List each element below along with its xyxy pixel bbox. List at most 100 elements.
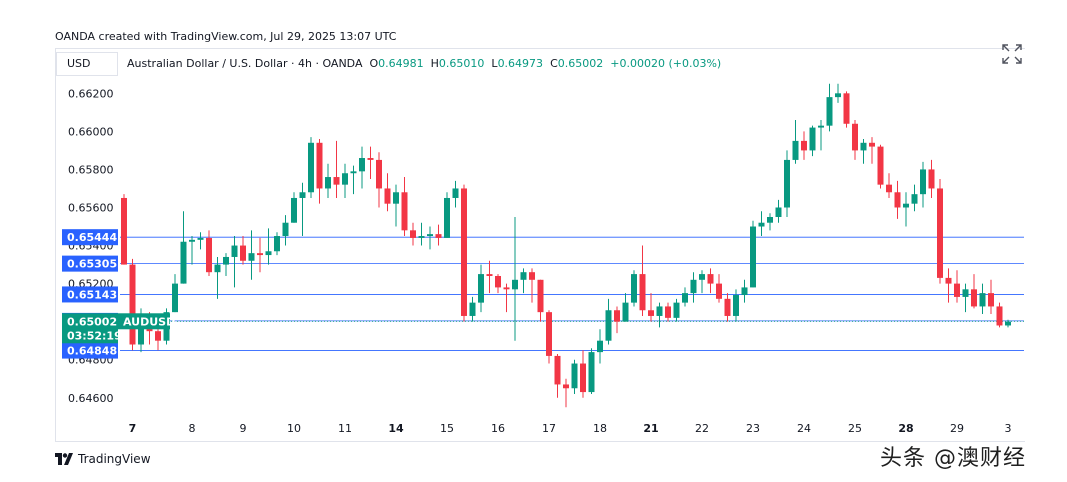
candle[interactable] <box>274 232 280 256</box>
candle[interactable] <box>928 159 935 198</box>
candle[interactable] <box>809 125 816 157</box>
candle[interactable] <box>826 83 833 132</box>
candle[interactable] <box>495 274 501 294</box>
candle[interactable] <box>486 260 493 294</box>
candle[interactable] <box>741 279 748 303</box>
candle[interactable] <box>605 298 612 345</box>
candle[interactable] <box>461 184 467 322</box>
candle[interactable] <box>971 274 977 309</box>
candle[interactable] <box>393 184 399 227</box>
candle[interactable] <box>869 137 875 164</box>
candle[interactable] <box>554 354 561 398</box>
candle[interactable] <box>673 298 680 322</box>
candle[interactable] <box>444 192 450 238</box>
candle[interactable] <box>699 270 705 294</box>
candle[interactable] <box>996 302 1003 328</box>
candle[interactable] <box>503 283 510 313</box>
candle[interactable] <box>614 306 620 334</box>
candle[interactable] <box>835 83 841 103</box>
candle[interactable] <box>469 296 476 322</box>
candle[interactable] <box>291 192 297 223</box>
candle[interactable] <box>707 268 714 294</box>
candle[interactable] <box>818 119 824 151</box>
candle[interactable] <box>665 302 671 322</box>
candle[interactable] <box>155 325 161 351</box>
candle[interactable] <box>410 222 416 246</box>
candle[interactable] <box>792 119 799 164</box>
candle[interactable] <box>631 270 637 307</box>
currency-button[interactable]: USD <box>56 52 118 76</box>
candle[interactable] <box>860 138 867 164</box>
candle[interactable] <box>733 289 739 322</box>
candle[interactable] <box>852 119 858 160</box>
candle[interactable] <box>656 302 663 328</box>
candle[interactable] <box>359 146 365 189</box>
candle[interactable] <box>452 180 459 208</box>
candle[interactable] <box>563 378 569 408</box>
candle[interactable] <box>316 138 323 204</box>
candle[interactable] <box>325 163 331 198</box>
candle[interactable] <box>988 279 994 315</box>
fullscreen-icon[interactable] <box>1001 43 1023 65</box>
candle[interactable] <box>435 224 442 246</box>
candle[interactable] <box>240 236 246 265</box>
candle[interactable] <box>801 131 807 160</box>
candle[interactable] <box>427 226 433 250</box>
candle[interactable] <box>333 140 340 198</box>
candle[interactable] <box>682 287 688 307</box>
candle[interactable] <box>282 215 289 246</box>
candle[interactable] <box>784 150 790 218</box>
candle[interactable] <box>716 274 722 303</box>
candle[interactable] <box>775 199 782 223</box>
candle[interactable] <box>529 268 535 303</box>
candle[interactable] <box>597 329 603 364</box>
candle[interactable] <box>401 177 408 237</box>
candle[interactable] <box>214 256 221 299</box>
candle[interactable] <box>478 264 484 313</box>
candle[interactable] <box>937 178 943 284</box>
candle[interactable] <box>750 220 756 288</box>
candle[interactable] <box>639 245 646 316</box>
candle[interactable] <box>350 165 357 195</box>
candle[interactable] <box>894 180 901 219</box>
candle[interactable] <box>724 293 731 322</box>
candle[interactable] <box>979 283 986 315</box>
candle[interactable] <box>537 279 544 322</box>
candle[interactable] <box>588 348 595 394</box>
candle[interactable] <box>257 237 263 273</box>
candle[interactable] <box>911 184 918 212</box>
tradingview-logo[interactable]: TradingView <box>55 452 151 466</box>
candle[interactable] <box>920 161 926 208</box>
candle[interactable] <box>121 194 127 265</box>
candle[interactable] <box>189 236 195 265</box>
candle[interactable] <box>231 236 238 288</box>
candle[interactable] <box>962 283 969 313</box>
candle[interactable] <box>571 359 578 394</box>
candle[interactable] <box>954 270 960 303</box>
candle[interactable] <box>903 192 909 227</box>
candle[interactable] <box>342 163 348 198</box>
candle[interactable] <box>622 293 629 322</box>
candle[interactable] <box>877 144 884 189</box>
candle[interactable] <box>690 272 697 303</box>
candle[interactable] <box>886 173 892 198</box>
candle[interactable] <box>580 350 586 398</box>
candle[interactable] <box>172 274 178 313</box>
candle[interactable] <box>129 258 136 351</box>
candle[interactable] <box>843 91 850 128</box>
candle[interactable] <box>520 268 527 294</box>
candle[interactable] <box>206 230 212 276</box>
candle[interactable] <box>223 253 229 276</box>
candle[interactable] <box>648 293 654 322</box>
candle[interactable] <box>265 228 272 265</box>
candle[interactable] <box>418 222 425 246</box>
candle[interactable] <box>758 211 765 237</box>
candle[interactable] <box>180 211 187 284</box>
candle[interactable] <box>512 217 518 341</box>
candle[interactable] <box>248 230 255 280</box>
candle[interactable] <box>384 173 391 212</box>
candle[interactable] <box>308 137 314 198</box>
candle[interactable] <box>945 268 952 303</box>
candle[interactable] <box>1005 319 1011 328</box>
